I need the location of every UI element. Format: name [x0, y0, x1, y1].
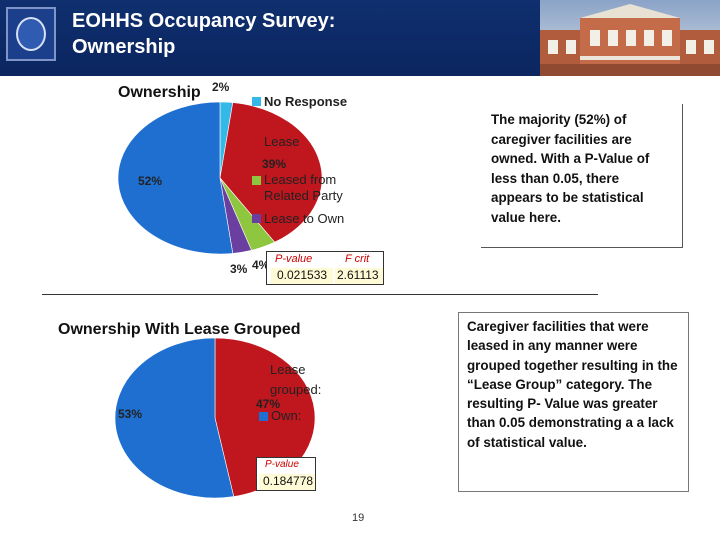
seal-emblem-icon	[16, 17, 46, 51]
chart-1-stats-table: P-value F crit 0.021533 2.61113	[266, 251, 384, 285]
p-value-grouped: 0.184778	[259, 474, 315, 490]
statehouse-building-icon	[540, 4, 720, 76]
p-value-label-grouped: P-value	[265, 459, 299, 470]
legend-own-grouped: Own:	[271, 408, 302, 423]
slice-label-own-grouped: 53%	[118, 407, 143, 421]
slice-label-no-response: 2%	[212, 80, 230, 94]
statehouse-photo	[540, 0, 720, 76]
header-banner: EOHHS Occupancy Survey: Ownership	[0, 0, 720, 76]
page-title: EOHHS Occupancy Survey: Ownership	[72, 8, 335, 60]
legend-swatch-no-response	[252, 97, 261, 106]
legend-lease-grouped: Lease grouped:	[270, 362, 322, 397]
chart-2-stats-table: P-value 0.184778	[256, 457, 316, 491]
bottom-note: Caregiver facilities that were leased in…	[458, 312, 689, 492]
massachusetts-seal-logo	[6, 7, 56, 61]
ownership-pie-chart	[117, 101, 323, 255]
slice-label-own: 52%	[138, 174, 163, 188]
legend-related-party: Leased from Related Party	[264, 172, 343, 203]
page-number: 19	[352, 512, 365, 524]
slice-label-lease-grouped: 47%	[256, 397, 281, 411]
chart-2-title: Ownership With Lease Grouped	[58, 321, 301, 338]
pie2-slice-own	[114, 337, 235, 499]
top-note: The majority (52%) of caregiver faciliti…	[481, 104, 683, 248]
legend-no-response: No Response	[264, 94, 348, 109]
legend-swatch-lease-to-own	[252, 214, 261, 223]
pie1-slice-own	[117, 101, 234, 255]
slice-label-related-party: 4%	[252, 258, 270, 272]
title-line-2: Ownership	[72, 36, 176, 58]
f-crit-label: F crit	[345, 253, 370, 265]
slice-label-lease-to-own: 3%	[230, 262, 248, 276]
legend-lease-to-own: Lease to Own	[264, 211, 345, 226]
chart-1-title: Ownership	[118, 84, 201, 101]
title-line-1: EOHHS Occupancy Survey:	[72, 10, 336, 32]
p-value: 0.021533	[271, 268, 333, 284]
p-value-label: P-value	[275, 253, 313, 265]
slice-label-lease: 39%	[262, 157, 287, 171]
f-crit-value: 2.61113	[335, 268, 383, 284]
legend-lease: Lease	[264, 134, 300, 149]
legend-swatch-own-grouped	[259, 412, 268, 421]
section-divider	[42, 294, 598, 295]
legend-swatch-related-party	[252, 176, 261, 185]
pie1-slice-lease	[219, 102, 323, 243]
